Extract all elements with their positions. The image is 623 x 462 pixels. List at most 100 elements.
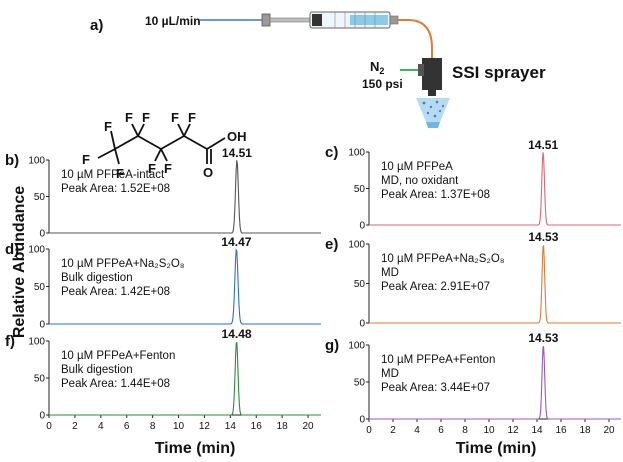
peak-label: 14.53 <box>528 230 558 244</box>
atom-f: F <box>125 110 133 125</box>
x-tick-label: 14 <box>225 421 237 432</box>
panel-label: g) <box>325 337 339 354</box>
x-tick-label: 6 <box>438 425 444 436</box>
x-tick-label: 4 <box>414 425 420 436</box>
atom-o: O <box>203 165 213 180</box>
x-tick-label: 10 <box>483 425 495 436</box>
x-tick-label: 18 <box>579 425 591 436</box>
atom-f: F <box>188 110 196 125</box>
gas-label: N2 <box>370 59 384 76</box>
annotation-line: 10 µM PFPeA-intact <box>61 169 165 181</box>
annotation-line: MD <box>381 267 399 279</box>
y-tick-label: 50 <box>34 282 46 293</box>
x-tick-label: 16 <box>555 425 567 436</box>
y-tick-label: 100 <box>28 156 45 167</box>
annotation-line: Bulk digestion <box>61 272 133 284</box>
pfpea-structure <box>97 123 226 165</box>
annotation-line: Peak Area: 1.37E+08 <box>381 189 490 201</box>
y-tick-label: 50 <box>34 374 46 385</box>
y-tick-label: 100 <box>28 245 45 256</box>
y-tick-label: 100 <box>348 341 365 352</box>
panel-label: e) <box>325 236 338 253</box>
panel-c: 0 50 100 14.51 c) 10 µM PFPeA MD, no oxidant Pe… <box>325 138 621 232</box>
x-tick-label: 2 <box>72 421 78 432</box>
x-tick-label: 16 <box>251 421 263 432</box>
annotation-line: Peak Area: 1.42E+08 <box>61 286 170 298</box>
panel-label: c) <box>325 144 338 161</box>
panel-b: 0 50 100 14.51 b) 10 µM PFPeA-intact Peak Area… <box>5 146 321 240</box>
atom-f: F <box>142 110 150 125</box>
y-tick-label: 50 <box>34 192 46 203</box>
panel-g: 0 50 100 0 2 4 6 8 10 12 14 16 18 20 14.53 g) 10 µM PFPe… <box>325 331 621 436</box>
panel-label: d) <box>5 241 19 258</box>
panel-e: 0 50 100 14.53 e) 10 µM PFPeA+Na₂S₂O₈ MD Peak A… <box>325 230 621 330</box>
y-tick-label: 50 <box>354 378 366 389</box>
x-tick-label: 10 <box>173 421 185 432</box>
x-tick-label: 0 <box>366 425 372 436</box>
pressure-label: 150 psi <box>362 77 403 91</box>
atom-f: F <box>104 119 112 134</box>
spray-plume-icon <box>416 98 450 128</box>
y-tick-label: 50 <box>354 184 366 195</box>
y-tick-label: 0 <box>359 319 365 330</box>
x-tick-label: 12 <box>199 421 211 432</box>
annotation-line: Peak Area: 1.44E+08 <box>61 378 170 390</box>
annotation-line: Peak Area: 1.52E+08 <box>61 183 170 195</box>
schematic-label: a) <box>90 17 103 34</box>
schematic: a) 10 µL/min N2 150 psi SSI sprayer <box>90 11 546 128</box>
x-tick-label: 14 <box>531 425 543 436</box>
annotation-line: 10 µM PFPeA+Na₂S₂O₈ <box>61 258 185 270</box>
peak-label: 14.53 <box>528 331 558 345</box>
annotation-line: Bulk digestion <box>61 364 133 376</box>
y-tick-label: 50 <box>354 279 366 290</box>
atom-f: F <box>82 152 90 167</box>
sprayer-tee-icon <box>418 58 442 96</box>
panel-label: f) <box>5 333 15 350</box>
annotation-line: Peak Area: 3.44E+07 <box>381 382 490 394</box>
atom-f: F <box>148 161 156 176</box>
panel-label: b) <box>5 152 19 169</box>
panel-f: 0 50 100 0 2 4 6 8 10 12 14 16 18 20 14.48 f) 10 µM PFPe… <box>5 327 321 432</box>
chromatogram-trace <box>369 152 621 226</box>
x-tick-label: 4 <box>98 421 104 432</box>
annotation-line: 10 µM PFPeA+Na₂S₂O₈ <box>381 253 505 265</box>
chromatogram-trace <box>49 160 321 234</box>
y-tick-label: 0 <box>359 415 365 426</box>
y-tick-label: 100 <box>348 240 365 251</box>
flow-rate-label: 10 µL/min <box>145 14 201 28</box>
peak-label: 14.51 <box>222 146 252 160</box>
panel-d: 0 50 100 14.47 d) 10 µM PFPeA+Na₂S₂O₈ Bulk dig… <box>5 235 321 331</box>
chromatogram-trace <box>49 341 321 416</box>
annotation-line: 10 µM PFPeA <box>381 161 453 173</box>
sprayer-label: SSI sprayer <box>452 63 546 82</box>
chromatogram-trace <box>369 245 621 324</box>
pfpea-atoms: F F F F F F F F F O OH <box>82 110 247 181</box>
atom-f: F <box>164 161 172 176</box>
transfer-capillary <box>398 19 433 58</box>
chromatogram-trace <box>369 346 621 420</box>
x-tick-label: 2 <box>390 425 396 436</box>
peak-label: 14.51 <box>528 138 558 152</box>
annotation-line: Peak Area: 2.91E+07 <box>381 281 490 293</box>
x-tick-label: 6 <box>124 421 130 432</box>
chromatogram-trace <box>49 247 321 325</box>
x-tick-label: 18 <box>277 421 289 432</box>
x-tick-label: 12 <box>507 425 519 436</box>
annotation-line: 10 µM PFPeA+Fenton <box>61 350 175 362</box>
x-axis-label-right: Time (min) <box>456 440 537 457</box>
x-tick-label: 20 <box>302 421 314 432</box>
y-tick-label: 100 <box>28 337 45 348</box>
y-tick-label: 0 <box>39 411 45 422</box>
y-tick-label: 100 <box>348 148 365 159</box>
y-tick-label: 0 <box>359 221 365 232</box>
x-tick-label: 8 <box>462 425 468 436</box>
x-tick-label: 8 <box>150 421 156 432</box>
y-tick-label: 0 <box>39 229 45 240</box>
syringe-icon <box>261 11 399 29</box>
annotation-line: MD <box>381 368 399 380</box>
annotation-line: 10 µM PFPeA+Fenton <box>381 354 495 366</box>
annotation-line: MD, no oxidant <box>381 175 459 187</box>
x-axis-label-left: Time (min) <box>155 440 236 457</box>
